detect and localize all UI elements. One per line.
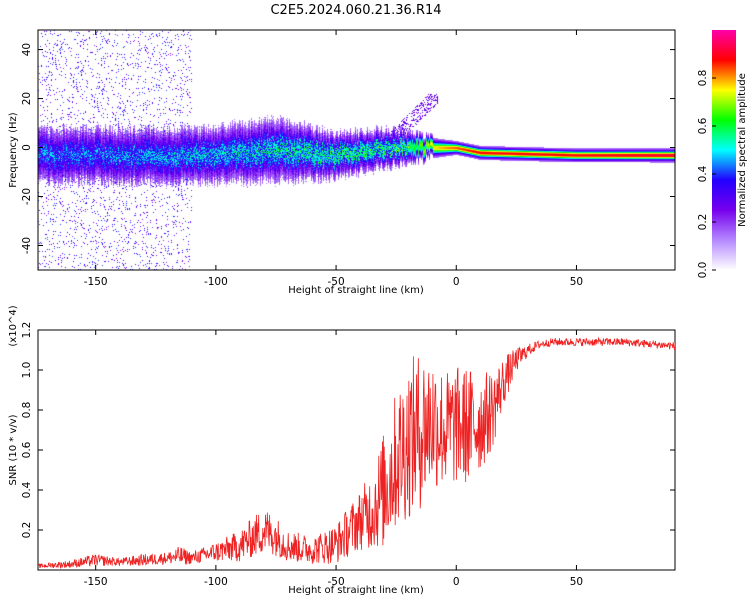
snr-panel: -150 -100 -50 0 50 0.2 0.4 0.6 0.8 1.0 1.2 Height…: [8, 305, 676, 596]
snr-x-tick-label: -150: [84, 576, 108, 588]
colorbar-gradient: [712, 30, 736, 270]
spectrogram-x-tick-label: 50: [570, 276, 583, 288]
snr-y-tick-label: 1.0: [21, 362, 33, 379]
snr-y-tick-label: 0.2: [21, 522, 33, 539]
snr-y-tick-label: 0.6: [21, 441, 33, 458]
spectrogram-x-tick-label: 0: [453, 276, 460, 288]
spectrogram-y-tick-label: 20: [21, 92, 33, 105]
spectrogram-x-tick-label: -150: [84, 276, 108, 288]
spectrogram-y-tick-label: -40: [21, 237, 33, 254]
spectrogram-frame: [37, 29, 676, 271]
colorbar-tick-label: 0.6: [697, 117, 709, 134]
snr-y-tick-label: 0.4: [21, 481, 33, 498]
colorbar-tick-label: 0.2: [697, 214, 709, 231]
snr-y-tick-label: 1.2: [21, 322, 33, 339]
snr-scale-label: (x10^4): [8, 305, 19, 346]
spectrogram-x-axis-title: Height of straight line (km): [288, 285, 424, 296]
snr-x-tick-label: -50: [327, 576, 344, 588]
spectrogram-y-tick-label: -20: [21, 188, 33, 205]
colorbar-tick-label: 0.0: [697, 262, 709, 279]
spectrogram-x-tick-label: -100: [204, 276, 228, 288]
colorbar-tick-label: 0.4: [697, 165, 709, 182]
colorbar-title: Normalized spectral amplitude: [737, 73, 748, 227]
snr-y-tick-label: 0.8: [21, 402, 33, 419]
snr-x-tick-label: 0: [453, 576, 460, 588]
snr-series-line: [38, 336, 675, 570]
snr-x-axis-title: Height of straight line (km): [288, 585, 424, 596]
spectrogram-y-tick-label: 40: [21, 43, 33, 56]
spectrogram-x-tick-label: -50: [327, 276, 344, 288]
spectrogram-y-tick-label: 0: [21, 144, 33, 151]
spectrogram-panel: -150 -100 -50 0 50 -40 -20 0 20 40 Height of str…: [8, 29, 676, 296]
colorbar: 0.0 0.2 0.4 0.6 0.8 Normalized spectral ampl…: [697, 30, 748, 278]
spectrogram-y-axis-title: Frequency (Hz): [8, 112, 19, 188]
colorbar-tick-label: 0.8: [697, 70, 709, 87]
snr-x-tick-label: -100: [204, 576, 228, 588]
figure-title: C2E5.2024.060.21.36.R14: [270, 3, 441, 18]
spectrogram-heatmap: [38, 30, 675, 270]
snr-y-axis-title: SNR (10 * v/v): [8, 414, 19, 485]
snr-x-tick-label: 50: [570, 576, 583, 588]
